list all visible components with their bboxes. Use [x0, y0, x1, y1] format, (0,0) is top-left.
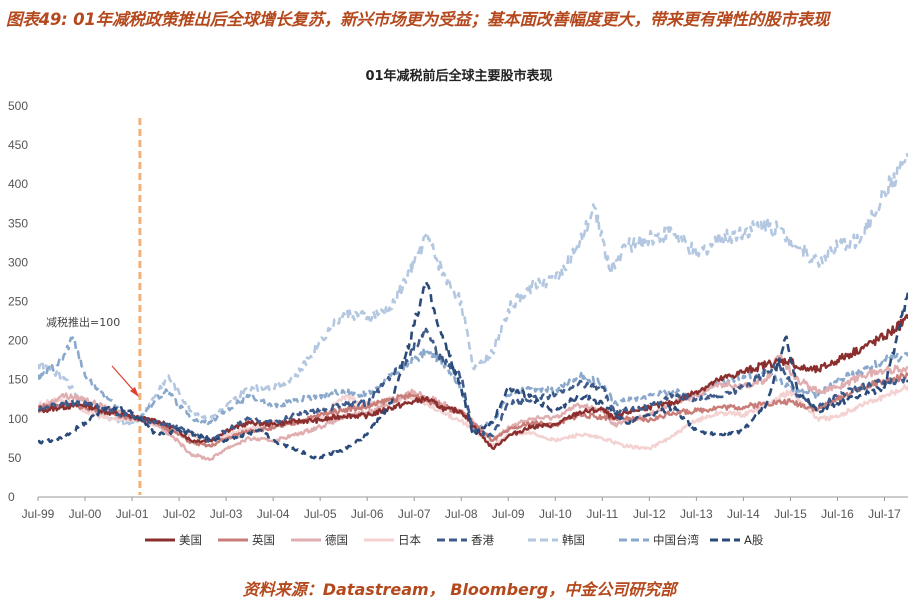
x-tick-label: Jul-10 [539, 507, 572, 521]
x-tick-label: Jul-11 [586, 507, 618, 521]
x-tick-label: Jul-05 [304, 507, 337, 521]
x-tick-label: Jul-09 [492, 507, 525, 521]
x-tick-label: Jul-03 [210, 507, 243, 521]
x-tick-label: Jul-16 [821, 507, 854, 521]
x-tick-label: Jul-99 [22, 507, 55, 521]
legend-label: 英国 [252, 533, 275, 547]
y-tick-label: 250 [8, 295, 28, 309]
series-line-7 [38, 335, 908, 432]
y-tick-label: 500 [8, 99, 28, 113]
x-tick-label: Jul-17 [868, 507, 901, 521]
chart-title: 01年减税前后全球主要股市表现 [365, 68, 552, 84]
x-tick-label: Jul-13 [680, 507, 713, 521]
y-tick-label: 300 [8, 255, 28, 269]
series-line-6 [38, 153, 908, 426]
x-tick-label: Jul-06 [351, 507, 384, 521]
x-tick-label: Jul-02 [163, 507, 196, 521]
y-tick-label: 350 [8, 216, 28, 230]
x-tick-label: Jul-12 [633, 507, 666, 521]
annotation-arrow-head [130, 387, 139, 397]
legend-label: 美国 [179, 533, 202, 547]
series-line-5 [38, 327, 908, 443]
legend-label: 德国 [325, 533, 348, 547]
y-tick-label: 50 [8, 451, 22, 465]
y-tick-label: 0 [8, 490, 15, 504]
figure-title: 图表49: 01年减税政策推出后全球增长复苏，新兴市场更为受益；基本面改善幅度更… [6, 10, 830, 29]
series-layer [38, 153, 908, 462]
legend-label: A股 [744, 533, 764, 547]
x-tick-label: Jul-04 [257, 507, 290, 521]
y-tick-label: 150 [8, 373, 28, 387]
x-tick-label: Jul-15 [774, 507, 807, 521]
axes: 0 50 100 150 200 250 300 350 400 450 500 Jul-99 Jul-… [8, 99, 908, 521]
series-line-8 [38, 280, 908, 460]
annotation-arrow-line [111, 365, 136, 393]
x-tick-label: Jul-08 [445, 507, 478, 521]
y-tick-label: 200 [8, 334, 28, 348]
legend-label: 日本 [398, 533, 421, 547]
legend-label: 中国台湾 [653, 533, 699, 547]
series-line-1 [38, 313, 908, 450]
figure-source: 资料来源：Datastream， Bloomberg，中金公司研究部 [242, 580, 677, 599]
x-tick-label: Jul-01 [116, 507, 149, 521]
y-tick-label: 400 [8, 177, 28, 191]
x-tick-label: Jul-07 [398, 507, 431, 521]
legend-label: 韩国 [562, 533, 585, 547]
legend: 美国 英国 德国 日本 香港 韩国 中国台湾 A股 [145, 533, 764, 547]
y-tick-label: 450 [8, 138, 28, 152]
series-line-2 [38, 372, 908, 448]
annotation-text: 减税推出=100 [46, 315, 120, 329]
annotation-layer: 减税推出=100 [46, 315, 139, 397]
y-tick-label: 100 [8, 412, 28, 426]
x-tick-label: Jul-00 [69, 507, 102, 521]
x-tick-label: Jul-14 [727, 507, 760, 521]
legend-label: 香港 [471, 533, 494, 547]
